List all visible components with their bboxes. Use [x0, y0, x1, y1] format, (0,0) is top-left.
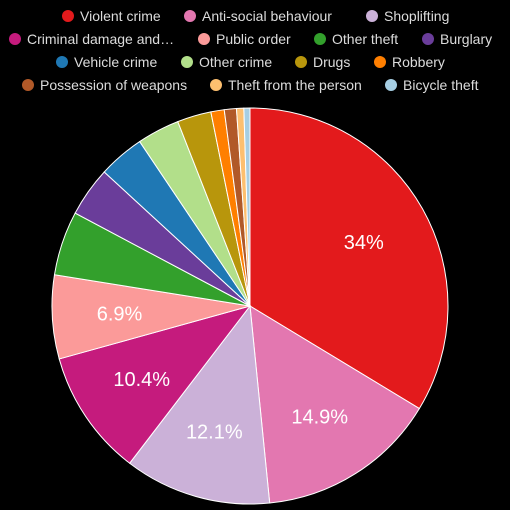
legend-label: Possession of weapons [40, 77, 187, 93]
slice-data-label: 6.9% [97, 303, 143, 325]
legend-swatch [422, 33, 434, 45]
legend-label: Violent crime [80, 8, 161, 24]
pie-slice [243, 107, 251, 307]
legend-item: Bicycle theft [385, 77, 479, 93]
legend-swatch [9, 33, 21, 45]
legend-item: Robbery [374, 54, 445, 70]
legend-item: Possession of weapons [22, 77, 187, 93]
legend-label: Theft from the person [228, 77, 362, 93]
legend-swatch [210, 79, 222, 91]
legend-swatch [22, 79, 34, 91]
legend-swatch [374, 56, 386, 68]
slice-data-label: 34% [344, 232, 384, 254]
legend-item: Burglary [422, 31, 492, 47]
legend-label: Other crime [199, 54, 272, 70]
slice-data-label: 14.9% [291, 407, 348, 429]
legend-swatch [385, 79, 397, 91]
legend-item: Other theft [314, 31, 398, 47]
legend-swatch [56, 56, 68, 68]
legend-item: Public order [198, 31, 291, 47]
legend-swatch [184, 10, 196, 22]
slice-data-label: 10.4% [113, 369, 170, 391]
legend-swatch [181, 56, 193, 68]
legend-label: Burglary [440, 31, 492, 47]
legend-label: Criminal damage and… [27, 31, 174, 47]
legend-swatch [62, 10, 74, 22]
legend-swatch [366, 10, 378, 22]
legend-item: Drugs [295, 54, 350, 70]
legend-item: Theft from the person [210, 77, 362, 93]
legend-label: Vehicle crime [74, 54, 157, 70]
legend-label: Bicycle theft [403, 77, 479, 93]
pie-slice [249, 305, 421, 504]
pie-slice [128, 304, 271, 505]
legend-swatch [198, 33, 210, 45]
pie-slice-labels: 34% 14.9% 12.1% 10.4% 6.9% [97, 232, 384, 444]
pie-slices [51, 107, 449, 505]
legend-item: Criminal damage and… [9, 31, 174, 47]
legend-label: Shoplifting [384, 8, 449, 24]
legend-label: Public order [216, 31, 291, 47]
legend-label: Anti-social behaviour [202, 8, 332, 24]
slice-data-label: 12.1% [186, 422, 243, 444]
legend-item: Shoplifting [366, 8, 449, 24]
legend-label: Other theft [332, 31, 398, 47]
legend-label: Drugs [313, 54, 350, 70]
legend-item: Anti-social behaviour [184, 8, 332, 24]
pie-slice [249, 107, 449, 410]
legend: Violent crime Anti-social behaviour Shopli… [9, 8, 492, 93]
legend-swatch [314, 33, 326, 45]
pie-slice [58, 305, 252, 464]
legend-item: Other crime [181, 54, 272, 70]
legend-item: Violent crime [62, 8, 161, 24]
legend-item: Vehicle crime [56, 54, 157, 70]
legend-label: Robbery [392, 54, 445, 70]
legend-swatch [295, 56, 307, 68]
